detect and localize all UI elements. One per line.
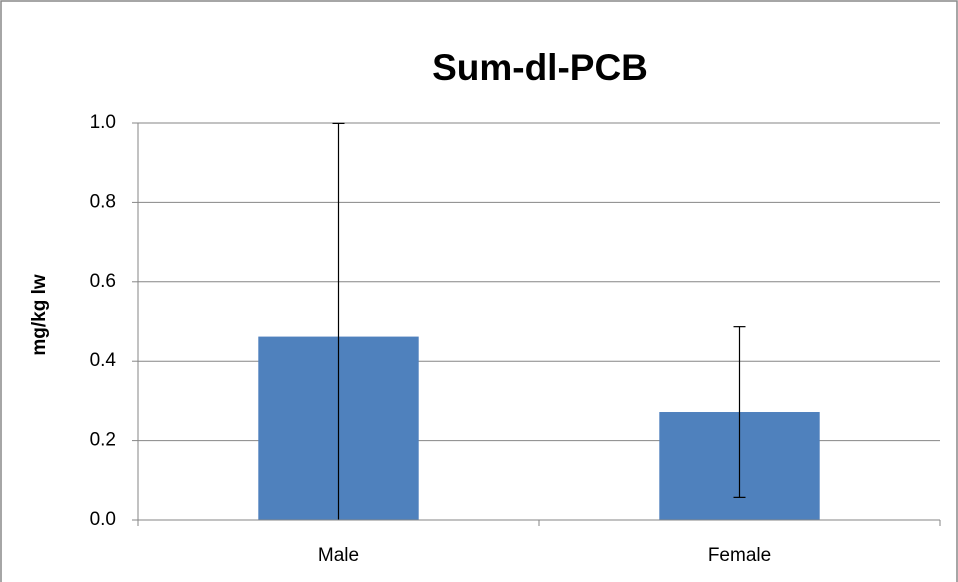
y-tick-label: 0.0: [90, 509, 116, 530]
x-tick-label: Male: [318, 545, 359, 566]
y-tick-label: 0.8: [90, 191, 116, 212]
y-tick-label: 0.2: [90, 430, 116, 451]
y-tick-label: 0.6: [90, 271, 116, 292]
chart-title: Sum-dl-PCB: [432, 47, 648, 88]
x-tick-label: Female: [708, 545, 771, 566]
y-tick-label: 0.4: [90, 350, 117, 371]
y-axis-label: mg/kg lw: [29, 274, 50, 356]
y-tick-label: 1.0: [90, 112, 116, 133]
